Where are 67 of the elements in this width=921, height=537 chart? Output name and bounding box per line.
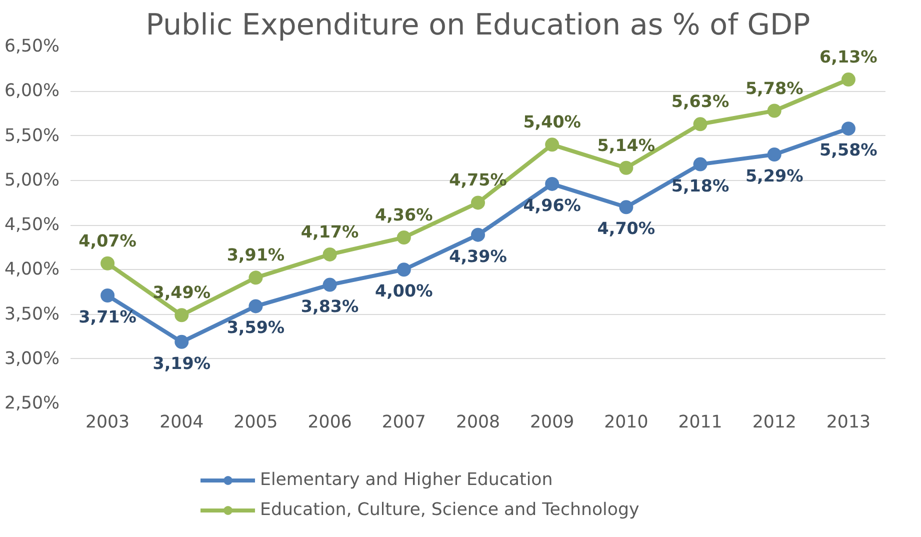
- data-label: 5,18%: [671, 176, 730, 196]
- data-label: 5,58%: [820, 140, 878, 160]
- x-tick-label: 2003: [85, 412, 130, 432]
- y-tick-label: 6,00%: [4, 81, 60, 102]
- y-tick-label: 3,00%: [4, 348, 60, 369]
- data-label: 3,83%: [300, 296, 360, 316]
- x-tick-label: 2011: [678, 412, 722, 432]
- point: [322, 278, 337, 292]
- data-label: 4,39%: [449, 246, 508, 266]
- point: [471, 196, 485, 210]
- data-label: 4,75%: [449, 170, 508, 190]
- data-label: 4,70%: [597, 219, 656, 238]
- y-tick-label: 4,00%: [4, 260, 60, 280]
- point: [396, 262, 411, 277]
- x-tick-label: 2007: [382, 412, 426, 432]
- point: [693, 117, 708, 132]
- point: [174, 308, 189, 322]
- x-tick-label: 2013: [826, 412, 871, 432]
- y-tick-label: 3,50%: [4, 304, 60, 324]
- y-tick-label: 5,00%: [4, 170, 60, 190]
- point: [100, 288, 115, 302]
- data-label: 3,91%: [226, 246, 285, 265]
- data-label: 3,59%: [226, 318, 285, 338]
- point: [619, 160, 634, 175]
- data-label: 5,40%: [523, 112, 582, 132]
- legend-label: Education, Culture, Science and Technology: [260, 500, 640, 520]
- data-label: 3,71%: [78, 308, 137, 327]
- data-label: 5,78%: [745, 78, 804, 98]
- point: [174, 334, 189, 349]
- point: [248, 270, 263, 285]
- x-tick-label: 2009: [530, 412, 574, 432]
- point: [619, 200, 634, 214]
- y-tick-label: 4,50%: [4, 215, 60, 235]
- point: [471, 228, 485, 242]
- data-label: 4,17%: [300, 222, 360, 242]
- point: [396, 230, 411, 244]
- data-label: 5,29%: [745, 166, 804, 186]
- data-label: 5,63%: [671, 92, 730, 112]
- data-label: 4,96%: [523, 196, 582, 215]
- data-label: 4,00%: [375, 282, 434, 301]
- point: [248, 299, 263, 314]
- x-tick-label: 2012: [752, 412, 796, 432]
- point: [767, 104, 782, 118]
- data-label: 4,07%: [78, 231, 137, 250]
- y-tick-label: 2,50%: [4, 394, 60, 414]
- point: [693, 157, 708, 172]
- point: [322, 247, 337, 262]
- x-tick-label: 2010: [604, 412, 648, 432]
- x-tick-label: 2008: [456, 412, 500, 432]
- point: [767, 148, 782, 162]
- x-tick-label: 2004: [160, 412, 204, 432]
- data-label: 5,14%: [597, 136, 656, 155]
- legend-label: Elementary and Higher Education: [260, 470, 553, 490]
- point: [100, 256, 115, 270]
- y-tick-label: 6,50%: [4, 36, 60, 56]
- point: [841, 72, 856, 87]
- chart-title: Public Expenditure on Education as % of GDP: [146, 8, 810, 42]
- data-label: 3,19%: [152, 354, 211, 373]
- x-tick-label: 2006: [308, 412, 352, 432]
- x-tick-label: 2005: [234, 412, 278, 432]
- point: [545, 176, 560, 191]
- point: [841, 122, 856, 136]
- point: [545, 138, 560, 152]
- data-label: 4,36%: [375, 205, 434, 224]
- y-tick-label: 5,50%: [4, 126, 60, 146]
- data-label: 3,49%: [152, 283, 211, 302]
- data-label: 6,13%: [820, 48, 878, 67]
